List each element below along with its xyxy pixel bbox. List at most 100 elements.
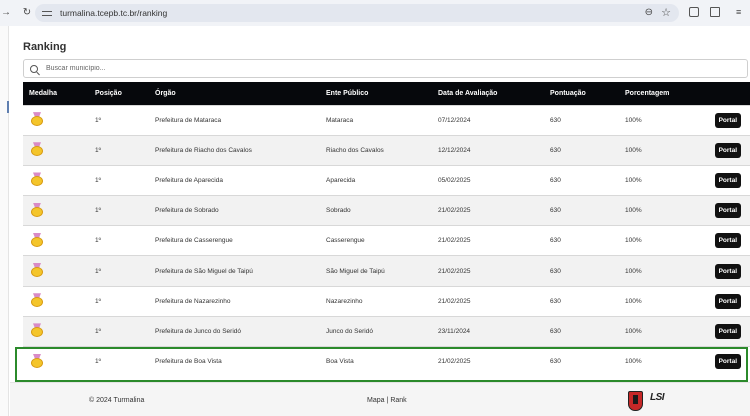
cell-date: 07/12/2024 <box>432 104 544 136</box>
portal-button[interactable]: Portal <box>714 203 741 219</box>
puzzle-extensions-icon[interactable] <box>710 7 720 17</box>
cell-date: 21/02/2025 <box>432 225 544 256</box>
cell-entity: Sobrado <box>320 195 432 226</box>
extension-icon[interactable] <box>689 7 699 17</box>
ranking-table: Medalha Posição Órgão Ente Público Data … <box>23 82 750 377</box>
portal-button[interactable]: Portal <box>714 323 741 339</box>
cell-percent: 100% <box>619 315 707 347</box>
footer-links: Mapa | Rank <box>367 397 407 404</box>
search-input[interactable] <box>46 65 646 72</box>
gold-medal-icon <box>31 263 43 278</box>
gold-medal-icon <box>31 293 43 308</box>
table-row: 1º Prefeitura de Junco do Seridó Junco d… <box>23 315 750 347</box>
cell-org: Prefeitura de Boa Vista <box>149 345 320 377</box>
lsi-logo: LSI <box>650 392 665 403</box>
cell-entity: Nazarezinho <box>320 285 432 317</box>
cell-position: 1º <box>89 255 149 287</box>
cell-date: 23/11/2024 <box>432 315 544 347</box>
browser-toolbar: → ↻ turmalina.tcepb.tc.br/ranking ⊖ ☆ ≡ <box>0 0 750 26</box>
cell-date: 21/02/2025 <box>432 345 544 377</box>
cell-org: Prefeitura de Sobrado <box>149 195 320 226</box>
header-percent: Porcentagem <box>625 89 670 97</box>
table-row: 1º Prefeitura de Boa Vista Boa Vista 21/… <box>23 345 750 377</box>
address-bar[interactable]: turmalina.tcepb.tc.br/ranking ⊖ ☆ <box>35 4 679 22</box>
gold-medal-icon <box>31 232 43 247</box>
bookmark-star-icon[interactable]: ☆ <box>661 7 671 19</box>
header-medal: Medalha <box>29 89 58 97</box>
cell-percent: 100% <box>619 225 707 256</box>
portal-button[interactable]: Portal <box>714 354 741 370</box>
cell-entity: Junco do Seridó <box>320 315 432 347</box>
page-title: Ranking <box>23 41 67 53</box>
menu-icon[interactable]: ≡ <box>736 7 742 17</box>
cell-percent: 100% <box>619 164 707 196</box>
gold-medal-icon <box>31 112 43 127</box>
cell-org: Prefeitura de Casserengue <box>149 225 320 256</box>
cell-entity: Boa Vista <box>320 345 432 377</box>
cell-position: 1º <box>89 225 149 256</box>
cell-org: Prefeitura de Riacho dos Cavalos <box>149 134 320 166</box>
cell-score: 630 <box>544 195 619 226</box>
site-settings-icon[interactable] <box>42 8 52 18</box>
zoom-icon[interactable]: ⊖ <box>644 7 653 18</box>
cell-score: 630 <box>544 315 619 347</box>
footer-link-map[interactable]: Mapa <box>367 397 385 404</box>
cell-position: 1º <box>89 345 149 377</box>
cell-entity: Mataraca <box>320 104 432 136</box>
page-footer: © 2024 Turmalina Mapa | Rank LSI <box>10 382 750 416</box>
coat-of-arms-logo <box>628 391 643 411</box>
side-panel-indicator <box>7 101 9 113</box>
cell-score: 630 <box>544 134 619 166</box>
cell-entity: Aparecida <box>320 164 432 196</box>
cell-entity: Riacho dos Cavalos <box>320 134 432 166</box>
cell-percent: 100% <box>619 255 707 287</box>
table-row: 1º Prefeitura de Aparecida Aparecida 05/… <box>23 164 750 196</box>
cell-percent: 100% <box>619 345 707 377</box>
header-score: Pontuação <box>550 89 586 97</box>
search-icon <box>30 64 38 73</box>
table-row: 1º Prefeitura de Nazarezinho Nazarezinho… <box>23 285 750 317</box>
portal-button[interactable]: Portal <box>714 142 741 158</box>
cell-percent: 100% <box>619 134 707 166</box>
cell-date: 21/02/2025 <box>432 255 544 287</box>
gold-medal-icon <box>31 172 43 187</box>
cell-entity: São Miguel de Taipú <box>320 255 432 287</box>
cell-position: 1º <box>89 164 149 196</box>
search-box[interactable] <box>23 59 748 78</box>
portal-button[interactable]: Portal <box>714 233 741 249</box>
footer-separator: | <box>386 397 389 404</box>
back-arrow-icon[interactable]: → <box>1 7 11 18</box>
portal-button[interactable]: Portal <box>714 112 741 128</box>
gold-medal-icon <box>31 142 43 157</box>
cell-score: 630 <box>544 225 619 256</box>
table-row: 1º Prefeitura de Casserengue Casserengue… <box>23 225 750 256</box>
reload-icon[interactable]: ↻ <box>22 7 32 18</box>
cell-position: 1º <box>89 315 149 347</box>
header-position: Posição <box>95 89 122 97</box>
cell-org: Prefeitura de Aparecida <box>149 164 320 196</box>
cell-date: 21/02/2025 <box>432 195 544 226</box>
cell-org: Prefeitura de São Miguel de Taipú <box>149 255 320 287</box>
portal-button[interactable]: Portal <box>714 263 741 279</box>
portal-button[interactable]: Portal <box>714 172 741 188</box>
browser-side-panel <box>0 26 9 416</box>
portal-button[interactable]: Portal <box>714 293 741 309</box>
gold-medal-icon <box>31 202 43 217</box>
table-row: 1º Prefeitura de São Miguel de Taipú São… <box>23 255 750 287</box>
cell-score: 630 <box>544 164 619 196</box>
table-row: 1º Prefeitura de Riacho dos Cavalos Riac… <box>23 134 750 166</box>
table-row: 1º Prefeitura de Mataraca Mataraca 07/12… <box>23 104 750 136</box>
ranking-page: Ranking Medalha Posição Órgão Ente Públi… <box>10 26 750 416</box>
cell-org: Prefeitura de Nazarezinho <box>149 285 320 317</box>
table-row: 1º Prefeitura de Sobrado Sobrado 21/02/2… <box>23 195 750 226</box>
address-url[interactable]: turmalina.tcepb.tc.br/ranking <box>60 8 168 18</box>
footer-copyright: © 2024 Turmalina <box>89 397 145 404</box>
cell-position: 1º <box>89 195 149 226</box>
cell-percent: 100% <box>619 195 707 226</box>
cell-score: 630 <box>544 285 619 317</box>
footer-link-rank[interactable]: Rank <box>390 397 407 404</box>
cell-score: 630 <box>544 345 619 377</box>
cell-score: 630 <box>544 104 619 136</box>
cell-position: 1º <box>89 285 149 317</box>
cell-date: 05/02/2025 <box>432 164 544 196</box>
